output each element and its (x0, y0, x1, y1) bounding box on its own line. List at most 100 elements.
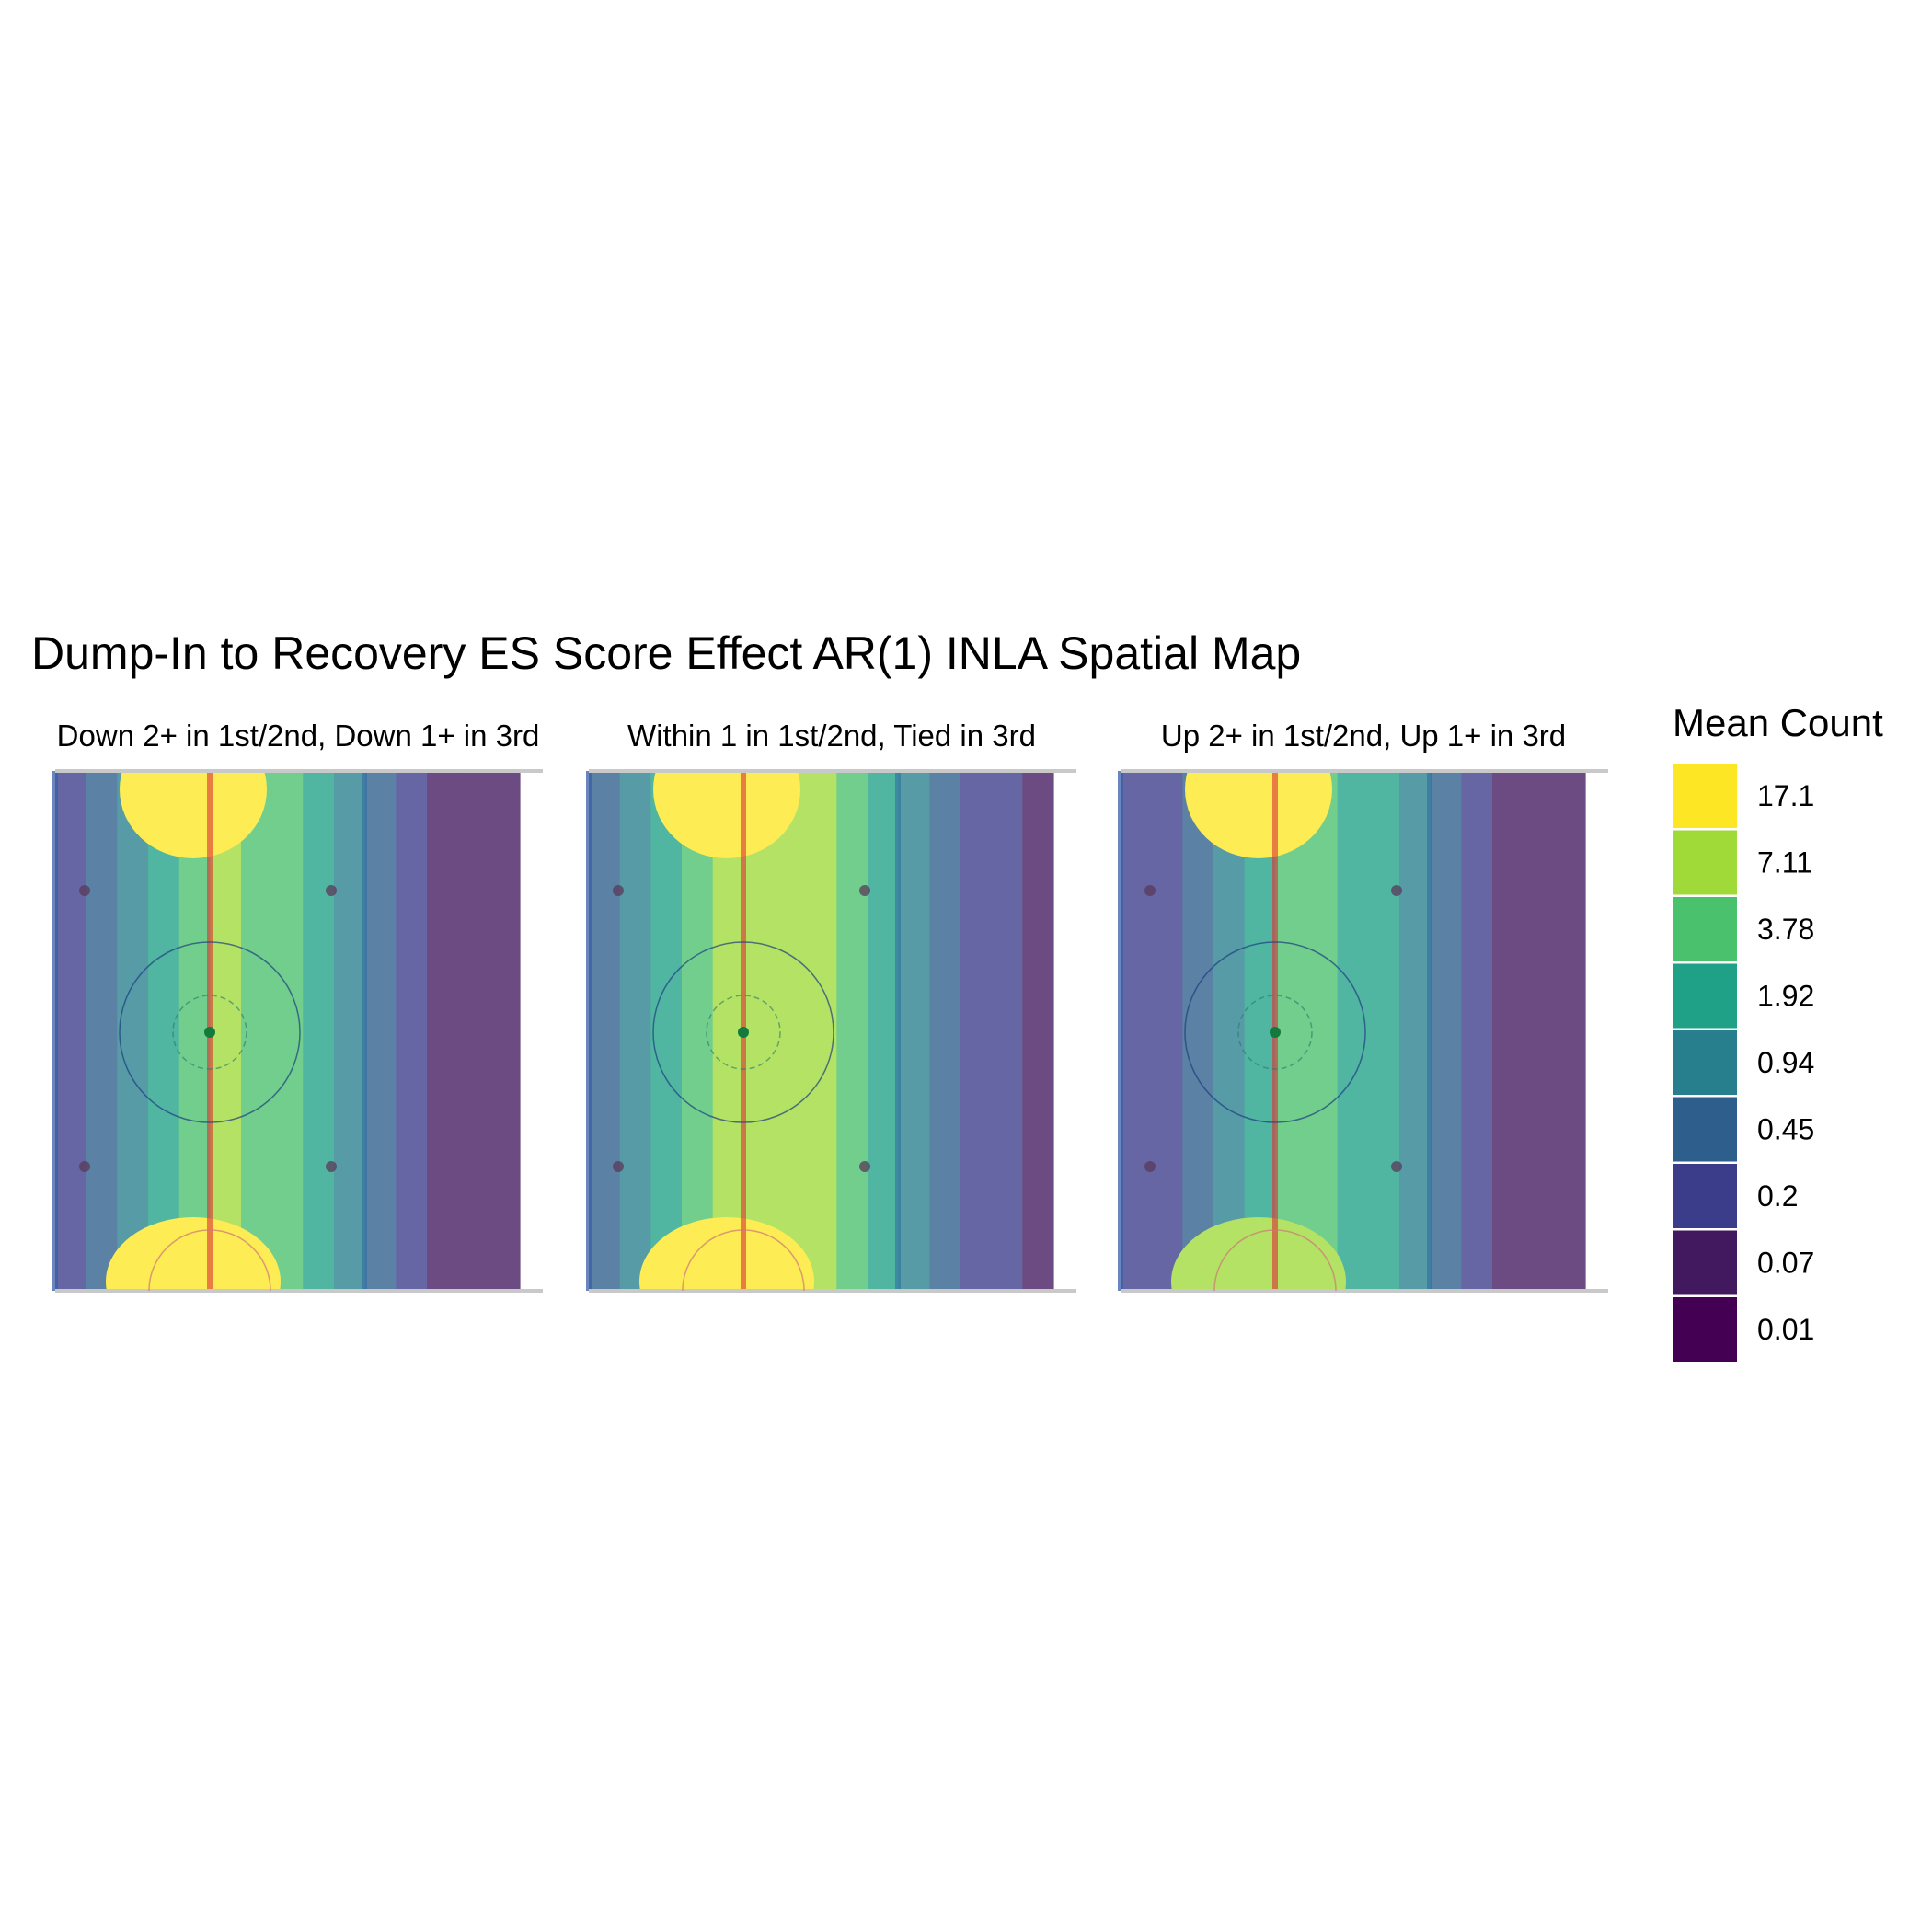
heat-cell (1399, 771, 1432, 1291)
legend-key (1673, 830, 1737, 895)
heat-hotspot-bottom (639, 1217, 814, 1291)
legend-label: 1.92 (1757, 980, 1814, 1013)
heat-cell (743, 771, 776, 1291)
heat-cell (396, 771, 428, 1291)
legend-key (1673, 1297, 1737, 1362)
faceoff-dot (613, 1161, 624, 1172)
faceoff-dot (1391, 1161, 1402, 1172)
center-faceoff-dot (738, 1027, 749, 1038)
center-circle (1184, 941, 1366, 1123)
heat-cell (1022, 771, 1054, 1291)
heat-cell (457, 771, 489, 1291)
faceoff-dot (1144, 885, 1156, 896)
heat-cell (775, 771, 807, 1291)
heat-cell (898, 771, 930, 1291)
heat-field (589, 771, 1054, 1291)
legend-label: 0.07 (1757, 1247, 1814, 1280)
heat-cell (1121, 771, 1153, 1291)
referee-crease (148, 1229, 271, 1292)
heat-cell (1213, 771, 1246, 1291)
heat-cell (1182, 771, 1214, 1291)
heat-cell (960, 771, 993, 1291)
heat-cell (1430, 771, 1462, 1291)
faceoff-inner-circle (1237, 995, 1313, 1070)
referee-crease (1213, 1229, 1337, 1292)
chart-title: Dump-In to Recovery ES Score Effect AR(1… (31, 627, 1301, 679)
heat-cell (1151, 771, 1183, 1291)
center-circle (119, 941, 301, 1123)
legend-label: 7.11 (1757, 846, 1812, 880)
heat-cell (148, 771, 180, 1291)
heat-cell (364, 771, 397, 1291)
faceoff-dot (1391, 885, 1402, 896)
heat-cell (427, 771, 459, 1291)
legend-key (1673, 1164, 1737, 1228)
center-faceoff-dot (204, 1027, 215, 1038)
heat-cell (650, 771, 683, 1291)
faceoff-dot (79, 885, 90, 896)
center-faceoff-dot (1270, 1027, 1281, 1038)
legend-label: 0.2 (1757, 1179, 1798, 1213)
heat-field (55, 771, 521, 1291)
heat-cell (589, 771, 621, 1291)
legend-label: 3.78 (1757, 913, 1814, 946)
heat-hotspot-top (653, 771, 800, 858)
heat-field (1121, 771, 1586, 1291)
faceoff-dot (859, 1161, 870, 1172)
heat-cell (1368, 771, 1400, 1291)
legend-key (1673, 963, 1737, 1029)
heat-hotspot-bottom (1171, 1217, 1346, 1291)
heat-cell (55, 771, 87, 1291)
legend-keys: 17.1 7.11 3.78 1.92 0.94 0.45 0.2 0.07 0.01 (1673, 764, 1814, 1362)
heat-cell (489, 771, 521, 1291)
faceoff-dot (326, 1161, 337, 1172)
legend-label: 0.45 (1757, 1113, 1814, 1146)
legend: Mean Count 17.1 7.11 3.78 1.92 0.94 0.45 0.2 0.… (1673, 701, 1883, 1362)
legend-label: 0.94 (1757, 1046, 1814, 1079)
facet-panel: Within 1 in 1st/2nd, Tied in 3rd (586, 719, 1076, 1293)
heat-cell (1554, 771, 1586, 1291)
heat-cell (271, 771, 304, 1291)
facet-strip-label: Down 2+ in 1st/2nd, Down 1+ in 3rd (57, 719, 540, 753)
legend-key (1673, 1097, 1737, 1162)
heat-cell (1492, 771, 1524, 1291)
heat-cell (1337, 771, 1369, 1291)
heat-hotspot-bottom (106, 1217, 281, 1291)
legend-title: Mean Count (1673, 701, 1883, 744)
heat-cell (619, 771, 651, 1291)
faceoff-inner-circle (706, 995, 781, 1070)
facet-panels: Down 2+ in 1st/2nd, Down 1+ in 3rd Within… (52, 719, 1608, 1293)
legend-key (1673, 1030, 1737, 1095)
heat-cell (991, 771, 1023, 1291)
faceoff-dot (79, 1161, 90, 1172)
heat-cell (86, 771, 118, 1291)
heat-cell (1306, 771, 1339, 1291)
legend-key (1673, 1230, 1737, 1295)
faceoff-dot (326, 885, 337, 896)
heat-cell (334, 771, 366, 1291)
heat-cell (1523, 771, 1555, 1291)
legend-label: 17.1 (1757, 779, 1814, 812)
facet-panel: Up 2+ in 1st/2nd, Up 1+ in 3rd (1118, 719, 1608, 1293)
heat-cell (836, 771, 868, 1291)
referee-crease (682, 1229, 805, 1292)
heat-cell (1275, 771, 1307, 1291)
heat-hotspot-top (1185, 771, 1332, 858)
center-circle (652, 941, 834, 1123)
facet-panel: Down 2+ in 1st/2nd, Down 1+ in 3rd (52, 719, 543, 1293)
heat-cell (805, 771, 837, 1291)
faceoff-inner-circle (172, 995, 247, 1070)
facet-strip-label: Up 2+ in 1st/2nd, Up 1+ in 3rd (1161, 719, 1566, 753)
heat-cell (929, 771, 961, 1291)
heat-cell (303, 771, 335, 1291)
legend-label: 0.01 (1757, 1313, 1814, 1346)
legend-key (1673, 764, 1737, 828)
faceoff-dot (613, 885, 624, 896)
faceoff-dot (1144, 1161, 1156, 1172)
heat-cell (117, 771, 149, 1291)
heat-cell (868, 771, 900, 1291)
heat-hotspot-top (120, 771, 267, 858)
heat-cell (1461, 771, 1493, 1291)
facet-strip-label: Within 1 in 1st/2nd, Tied in 3rd (627, 719, 1036, 753)
